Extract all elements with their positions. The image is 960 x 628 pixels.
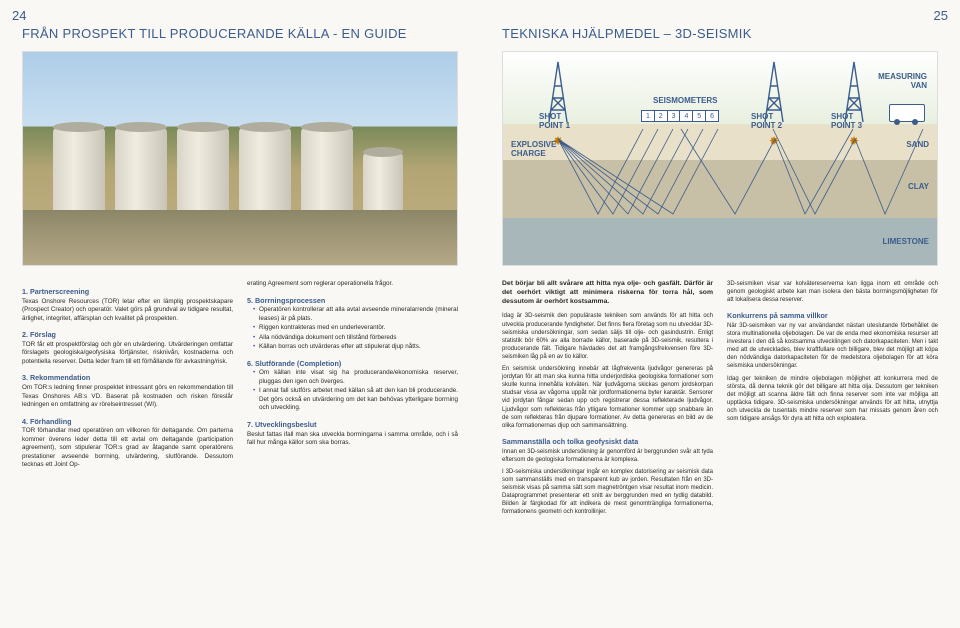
li-6a: Om källan inte visat sig ha producerande… (253, 369, 458, 386)
seismometers-box: 1 2 3 4 5 6 (641, 110, 719, 122)
h-forhandling: 4. Förhandling (22, 417, 233, 427)
right-col-1: Det börjar bli allt svårare att hitta ny… (502, 280, 713, 516)
left-title: FRÅN PROSPEKT TILL PRODUCERANDE KÄLLA - … (22, 26, 458, 41)
label-seismometers: SEISMOMETERS (653, 96, 717, 105)
li-6b: I annat fall slutförs arbetet med källan… (253, 387, 458, 413)
label-limestone: LIMESTONE (882, 237, 929, 246)
page-number-left: 24 (12, 8, 26, 23)
measuring-van-icon (889, 104, 925, 122)
h-forslag: 2. Förslag (22, 330, 233, 340)
p1: Idag är 3D-seismik den populäraste tekni… (502, 312, 713, 361)
label-clay: CLAY (908, 182, 929, 191)
label-explosive: EXPLOSIVE CHARGE (511, 140, 565, 158)
li-5a: Operatören kontrollerar att alla avtal a… (253, 306, 458, 323)
intro-bold: Det börjar bli allt svårare att hitta ny… (502, 280, 713, 306)
left-columns: 1. Partnerscreening Texas Onshore Resour… (22, 280, 458, 470)
seis-6: 6 (706, 111, 718, 121)
h-slutforande: 6. Slutförande (Completion) (247, 359, 458, 369)
seis-1: 1 (642, 111, 655, 121)
left-col-2: erating Agreement som reglerar operation… (247, 280, 458, 470)
list-slutforande: Om källan inte visat sig ha producerande… (247, 369, 458, 413)
p-partnerscreening: Texas Onshore Resources (TOR) letar efte… (22, 298, 233, 324)
p-forslag: TOR får ett prospektförslag och gör en u… (22, 341, 233, 367)
seis-4: 4 (680, 111, 693, 121)
h-sammanstalla: Sammanställa och tolka geofysiskt data (502, 437, 713, 447)
label-sand: SAND (906, 140, 929, 149)
seis-5: 5 (693, 111, 706, 121)
p4: I 3D-seismiska undersökningar ingår en k… (502, 468, 713, 517)
p-utveckling: Beslut fattas ifall man ska utveckla bor… (247, 431, 458, 448)
right-title: TEKNISKA HJÄLPMEDEL – 3D-SEISMIK (502, 26, 938, 41)
li-5d: Källan borras och utvärderas efter att s… (253, 343, 458, 352)
right-col-2: 3D-seismiken visar var kolvätereserverna… (727, 280, 938, 516)
label-measuring-van: MEASURING VAN (867, 72, 927, 90)
li-5b: Riggen kontrakteras med en underleverant… (253, 324, 458, 333)
seismic-waves (503, 124, 938, 266)
h-partnerscreening: 1. Partnerscreening (22, 287, 233, 297)
seis-2: 2 (655, 111, 668, 121)
page-number-right: 25 (934, 8, 948, 23)
hero-seismic-diagram: 1 2 3 4 5 6 ✸ ✸ ✸ SEISMOMETERS MEASURING… (502, 51, 938, 266)
p7: Idag ger tekniken de mindre oljebolagen … (727, 375, 938, 424)
p3: Innan en 3D-seismisk undersökning är gen… (502, 448, 713, 464)
p5: 3D-seismiken visar var kolvätereserverna… (727, 280, 938, 304)
list-borrning: Operatören kontrollerar att alla avtal a… (247, 306, 458, 352)
li-5c: Alla nödvändiga dokument och tillstånd f… (253, 334, 458, 343)
right-columns: Det börjar bli allt svårare att hitta ny… (502, 280, 938, 516)
p-rekommendation: Om TOR:s ledning finner prospektet intre… (22, 384, 233, 410)
label-shot3: SHOT POINT 3 (831, 112, 871, 130)
seis-3: 3 (668, 111, 681, 121)
p-forhandling-cont: erating Agreement som reglerar operation… (247, 280, 458, 289)
p-forhandling: TOR förhandlar med operatören om villkor… (22, 427, 233, 470)
h-borrning: 5. Borrningsprocessen (247, 296, 458, 306)
page-right: 25 TEKNISKA HJÄLPMEDEL – 3D-SEISMIK 1 2 … (480, 0, 960, 628)
h-utveckling: 7. Utvecklingsbeslut (247, 420, 458, 430)
label-shot1: SHOT POINT 1 (539, 112, 579, 130)
h-rekommendation: 3. Rekommendation (22, 373, 233, 383)
h-konkurrens: Konkurrens på samma villkor (727, 311, 938, 321)
label-shot2: SHOT POINT 2 (751, 112, 791, 130)
page-left: 24 FRÅN PROSPEKT TILL PRODUCERANDE KÄLLA… (0, 0, 480, 628)
left-col-1: 1. Partnerscreening Texas Onshore Resour… (22, 280, 233, 470)
p6: När 3D-seismiken var ny var användandet … (727, 322, 938, 371)
p2: En seismisk undersökning innebär att låg… (502, 365, 713, 430)
hero-photo-tanks (22, 51, 458, 266)
